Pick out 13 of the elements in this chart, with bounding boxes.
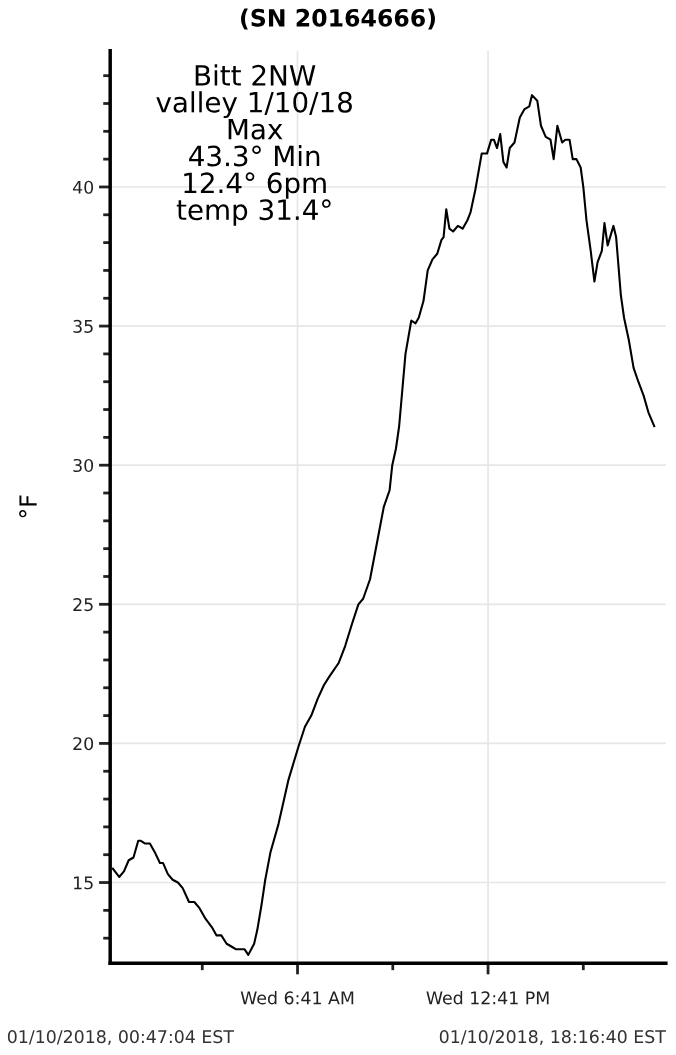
y-tick-label: 25 xyxy=(73,598,93,612)
x-tick-label: Wed 6:41 AM xyxy=(240,990,354,1005)
x-tick-label: Wed 12:41 PM xyxy=(426,990,549,1005)
text: 01/10/2018, 00:47:04 EST xyxy=(7,1030,234,1045)
y-tick-label: 35 xyxy=(73,319,93,333)
y-tick-label: 30 xyxy=(73,458,94,473)
y-tick-label: 15 xyxy=(74,876,93,890)
text: 01/10/2018, 18:16:40 EST xyxy=(439,1030,666,1045)
annotation: Bitt 2NW valley 1/10/18 Max 43.3° Min 12.4° 6pm temp 31.4° xyxy=(156,64,352,226)
y-tick-label: 20 xyxy=(73,737,94,751)
y-axis-title: °F xyxy=(19,495,37,518)
chart-title: (SN 20164666) xyxy=(241,8,435,30)
y-tick-label: 40 xyxy=(72,180,94,194)
